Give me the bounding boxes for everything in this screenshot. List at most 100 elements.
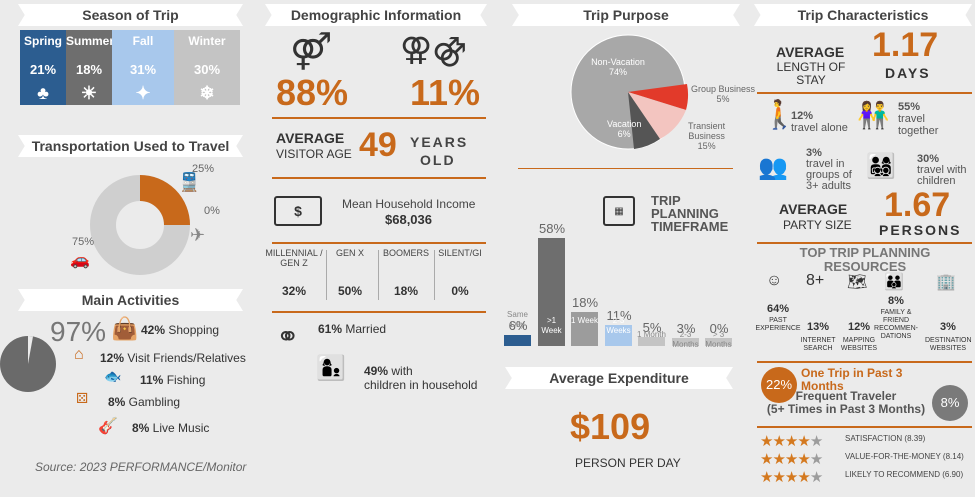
leaf-icon: ✦ (135, 83, 151, 103)
avg-label: AVERAGE (276, 130, 345, 146)
family-icon: 👩‍👦 (316, 355, 346, 382)
divider (326, 250, 327, 300)
star-icon: ★ (809, 451, 823, 468)
activity-label: Gambling (125, 395, 181, 409)
age-value: 49 (359, 126, 397, 164)
season-summer: Summer 18% ☀ (66, 30, 114, 105)
rating-label: SATISFACTION (8.39) (845, 434, 926, 443)
activity-label: Live Music (149, 421, 210, 435)
car-pct: 75% (72, 236, 95, 248)
season-fall: Fall 31% ✦ (112, 30, 174, 105)
activities-title: Main Activities (18, 289, 243, 311)
building-icon: 🏢 (936, 274, 956, 291)
generation-pct: 18% (393, 284, 419, 298)
married-text: 61% Married (318, 322, 387, 336)
bar-sub-5: 2-3 Months (672, 330, 699, 349)
activity-item: 8% Gambling (108, 395, 180, 409)
activities-pie (0, 336, 56, 392)
bar-label-1: 58% (538, 220, 566, 236)
groups-text: 3% travel in groups of 3+ adults (806, 147, 852, 192)
purpose-title: Trip Purpose (512, 4, 740, 26)
sun-icon: ☀ (80, 83, 98, 103)
divider (378, 250, 379, 300)
one-trip-pct: 22% (761, 367, 797, 403)
frequent-pct: 8% (932, 385, 968, 421)
persons-value: 1.67 (884, 186, 951, 224)
transport-donut (90, 175, 190, 275)
star-icon: ★ (760, 469, 773, 486)
group-icon: 👥 (758, 154, 788, 181)
bar-6 (705, 338, 732, 346)
bar-0 (504, 334, 531, 346)
old-label: OLD (420, 152, 456, 168)
nonvac-label: Non-Vacation 74% (591, 57, 645, 77)
money-icon: $ (274, 196, 322, 226)
star-icon: ★ (797, 451, 810, 468)
alone-text: 12% travel alone (791, 110, 848, 134)
couple-icon: 👫 (857, 100, 890, 130)
bar-sub-0: Same Day (507, 310, 528, 329)
transport-title: Transportation Used to Travel (18, 135, 243, 157)
pct-88: 88% (276, 72, 349, 113)
star-icon: ★ (760, 433, 773, 450)
generation-label: BOOMERS (382, 248, 429, 258)
income-value: $68,036 (385, 212, 432, 227)
rating-stars: ★★★★★ (760, 450, 823, 469)
train-icon: 🚆 (178, 172, 201, 192)
bar-label-2: 18% (571, 295, 599, 311)
transient-label: Transient Business 15% (688, 121, 726, 151)
star-icon: ★ (784, 433, 798, 450)
activity-item: 42% Shopping (141, 323, 219, 337)
dice-icon: ⚄ (76, 390, 89, 406)
plane-pct: 0% (204, 205, 220, 217)
star-icon: ★ (809, 433, 823, 450)
map-icon: 🗺 (847, 274, 868, 291)
sprout-icon: ♣ (37, 83, 49, 103)
resource-pct: 13% (806, 321, 830, 333)
years-label: YEARS (410, 134, 469, 150)
bar-label-6: 0% (709, 321, 729, 336)
vacation-label: Vacation 6% (607, 119, 642, 139)
resource-pct: 8% (888, 295, 904, 307)
avg-party-label: AVERAGE (779, 201, 848, 217)
male-female-icon: ⚤ (290, 30, 333, 71)
together-text: 55% travel together (898, 101, 939, 137)
length-of-stay: LENGTH OF STAY (776, 60, 846, 87)
activity-item: 12% Visit Friends/Relatives (100, 351, 246, 365)
activity-item: 11% Fishing (140, 373, 205, 387)
same-sex-couples-icon: ⚢⚣ (400, 31, 467, 67)
star-icon: ★ (797, 433, 810, 450)
season-spring: Spring 21% ♣ (20, 30, 66, 105)
rating-stars: ★★★★★ (760, 468, 823, 487)
star-icon: ★ (784, 451, 798, 468)
days-value: 1.17 (872, 26, 939, 64)
generation-pct: 0% (451, 284, 469, 298)
shopping-bag-icon: 👜 (111, 316, 139, 341)
star-icon: ★ (760, 451, 773, 468)
activity-pct: 11% (140, 373, 164, 387)
generation-label: GEN X (335, 248, 364, 258)
resource-pct: 3% (940, 321, 956, 333)
rating-label: LIKELY TO RECOMMEND (6.90) (845, 470, 964, 479)
bar-5 (672, 338, 699, 346)
bar-label-0: 6% (508, 317, 528, 333)
season-pct: 21% (29, 62, 57, 77)
generation-label: SILENT/GI (438, 248, 482, 258)
bar-sub-2: 1 Week (571, 316, 598, 325)
source-note: Source: 2023 PERFORMANCE/Monitor (35, 460, 247, 474)
train-pct: 25% (192, 163, 215, 175)
activity-label: Shopping (165, 323, 220, 337)
star-icon: ★ (772, 451, 785, 468)
car-icon: 🚗 (70, 252, 90, 269)
bar-2 (571, 312, 598, 346)
person-icon: 🚶 (762, 99, 797, 130)
divider (434, 250, 435, 300)
planning-title: TRIP PLANNING TIMEFRAME (651, 193, 729, 234)
resource-pct: 64% (766, 303, 790, 315)
calendar-icon: ▦ (603, 196, 635, 226)
rings-icon: ⚭ (276, 321, 300, 352)
generation-label: MILLENNIAL / GEN Z (265, 248, 323, 268)
season-name: Spring (24, 34, 62, 48)
rating-label: VALUE-FOR-THE-MONEY (8.14) (845, 452, 964, 461)
chars-title: Trip Characteristics (754, 4, 972, 26)
